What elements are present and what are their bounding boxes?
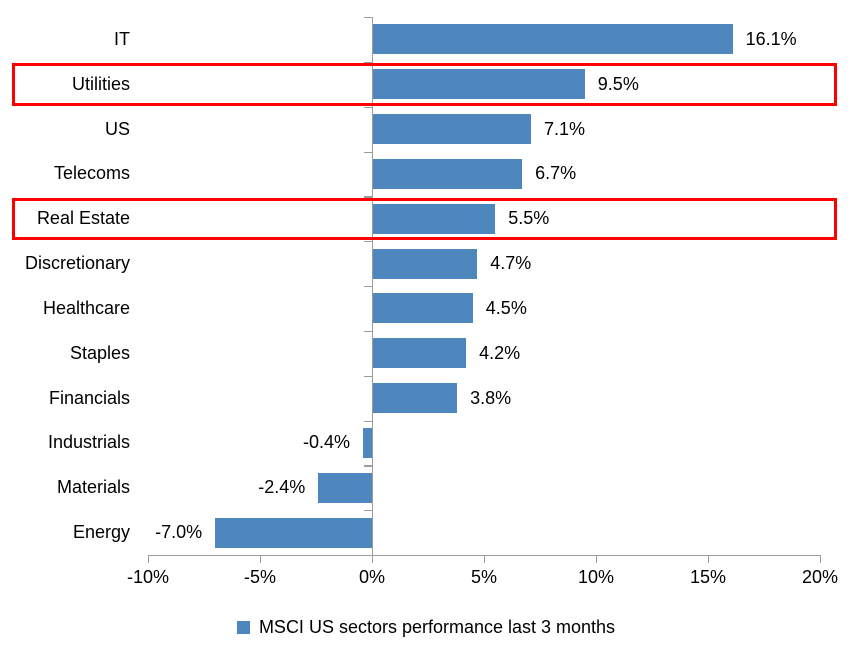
category-label-discretionary: Discretionary (24, 253, 130, 274)
category-label-financials: Financials (48, 387, 130, 408)
value-label-staples: 4.2% (479, 342, 521, 363)
highlight-box-utilities (12, 63, 837, 106)
x-tick-label--10-: -10% (126, 567, 170, 587)
value-label-utilities: 9.5% (597, 73, 639, 94)
category-tick (364, 196, 372, 198)
category-tick (364, 510, 372, 512)
bar-materials (318, 472, 372, 503)
category-label-energy: Energy (72, 522, 130, 543)
value-label-healthcare: 4.5% (485, 297, 527, 318)
category-label-industrials: Industrials (47, 432, 130, 453)
x-tick-label-10-: 10% (577, 567, 615, 587)
x-tick-label-15-: 15% (689, 567, 727, 587)
legend-swatch-icon (236, 620, 250, 634)
bar-financials (372, 383, 458, 414)
x-tick-label-20-: 20% (801, 567, 839, 587)
legend-label: MSCI US sectors performance last 3 month… (258, 616, 616, 637)
value-label-us: 7.1% (544, 118, 586, 139)
category-label-it: IT (114, 28, 130, 49)
value-label-discretionary: 4.7% (490, 253, 532, 274)
bar-utilities (372, 69, 585, 100)
value-label-industrials: -0.4% (303, 432, 351, 453)
x-axis-tick (484, 555, 486, 563)
category-tick (364, 241, 372, 243)
value-label-it: 16.1% (745, 28, 797, 49)
category-tick (364, 420, 372, 422)
x-tick-label--5-: -5% (243, 567, 276, 587)
category-tick (364, 375, 372, 377)
category-label-us: US (104, 118, 130, 139)
x-axis-tick (260, 555, 262, 563)
x-axis-tick (708, 555, 710, 563)
category-tick (364, 61, 372, 64)
y-axis-line (372, 17, 374, 555)
bar-energy (215, 517, 372, 548)
category-tick (364, 555, 372, 557)
bar-discretionary (372, 248, 478, 279)
bar-real-estate (372, 203, 496, 234)
x-axis-tick (148, 555, 150, 563)
bar-telecoms (372, 158, 523, 189)
category-label-materials: Materials (56, 477, 130, 498)
highlight-box-real-estate (12, 197, 837, 241)
value-label-energy: -7.0% (155, 522, 203, 543)
category-tick (364, 330, 372, 333)
category-label-healthcare: Healthcare (42, 297, 130, 318)
category-tick (364, 465, 372, 467)
legend: MSCI US sectors performance last 3 month… (0, 613, 852, 641)
category-label-utilities: Utilities (71, 73, 130, 94)
category-label-real-estate: Real Estate (36, 208, 130, 229)
x-tick-label-0-: 0% (358, 567, 385, 587)
x-tick-label-5-: 5% (470, 567, 497, 587)
x-axis-tick (596, 555, 598, 563)
bar-us (372, 114, 532, 145)
category-tick (364, 106, 372, 108)
value-label-real-estate: 5.5% (508, 208, 550, 229)
x-axis-tick (372, 555, 374, 563)
category-tick (364, 17, 372, 19)
category-label-staples: Staples (69, 342, 130, 363)
bar-healthcare (372, 293, 473, 324)
value-label-materials: -2.4% (258, 477, 306, 498)
category-tick (364, 151, 372, 153)
x-axis-tick (820, 555, 822, 563)
value-label-telecoms: 6.7% (535, 163, 577, 184)
category-label-telecoms: Telecoms (53, 163, 130, 184)
category-tick (364, 286, 372, 288)
bar-industrials (363, 427, 372, 458)
value-label-financials: 3.8% (470, 387, 512, 408)
bar-it (372, 24, 733, 55)
bar-staples (372, 338, 467, 369)
